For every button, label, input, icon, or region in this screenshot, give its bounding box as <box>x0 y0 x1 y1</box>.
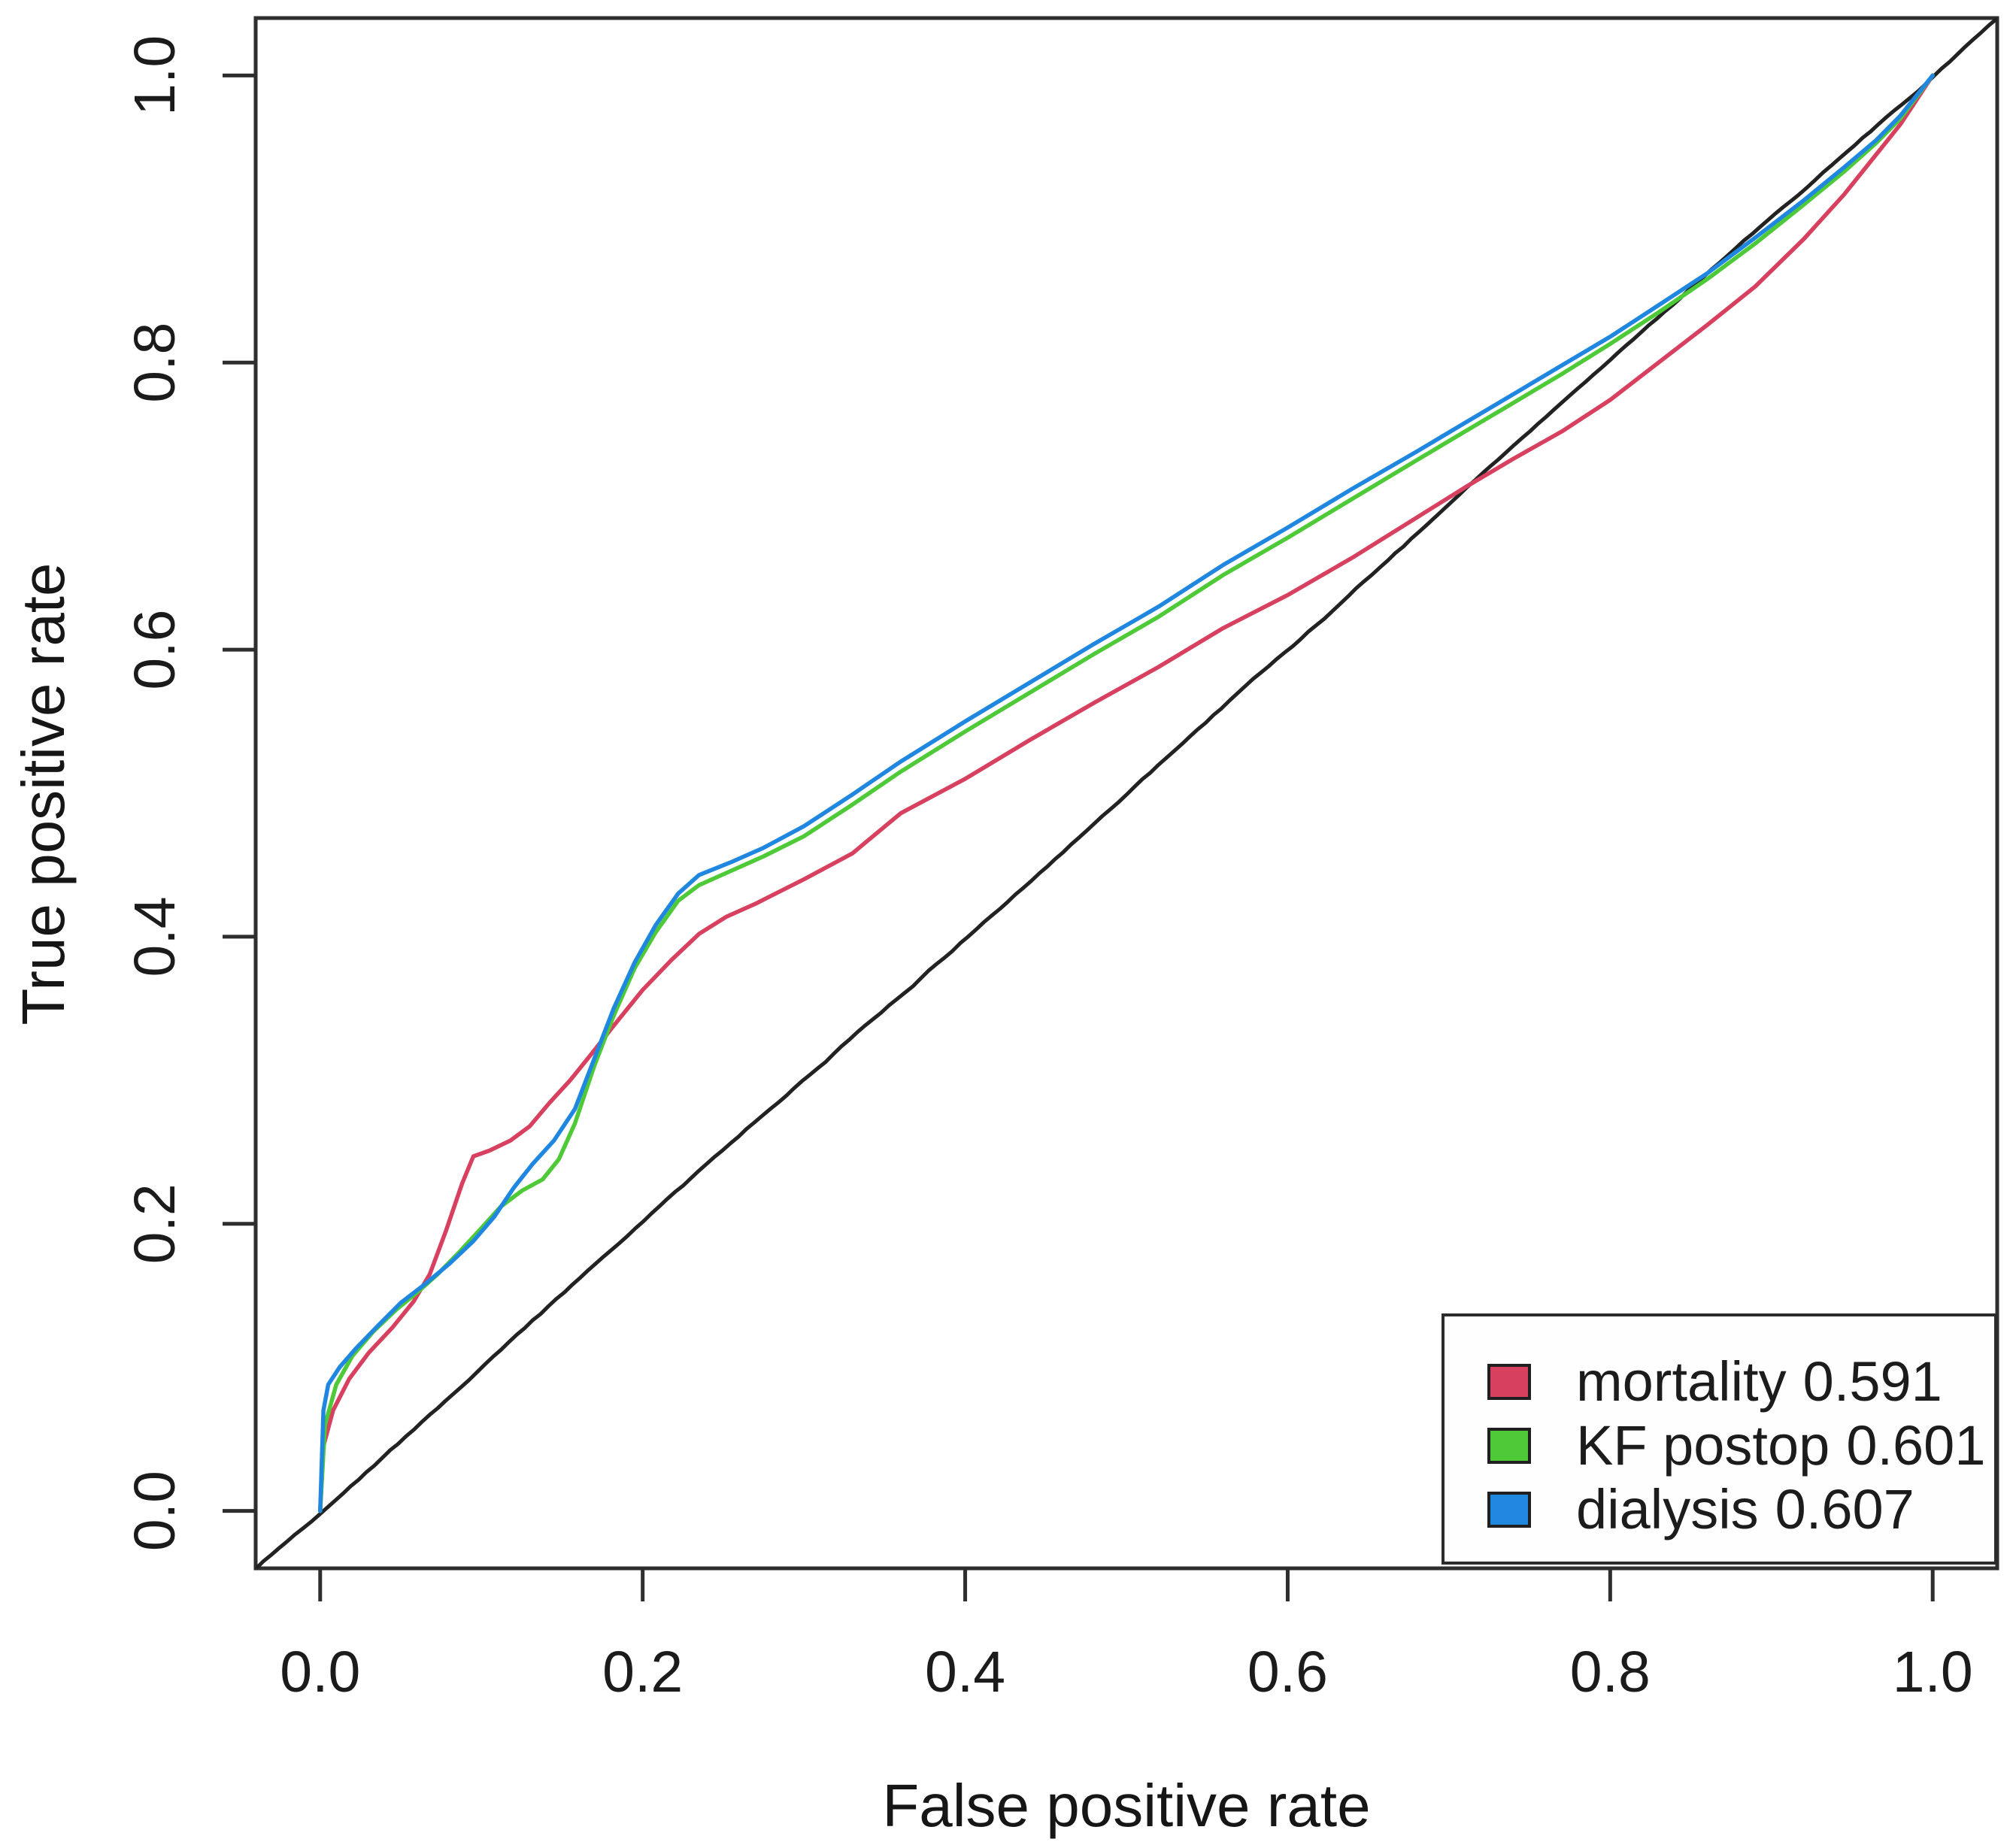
y-tick-label: 0.2 <box>123 1183 187 1264</box>
roc-curve-mortality <box>318 73 1935 1513</box>
legend-box: mortality 0.591 KF postop 0.601 dialysis 0.… <box>1442 1313 1997 1565</box>
legend-auc-mortality: 0.591 <box>1802 1350 1942 1413</box>
legend-label-mortality: mortality <box>1576 1350 1787 1413</box>
roc-curves <box>256 18 1997 1568</box>
x-axis-title: False positive rate <box>882 1772 1371 1839</box>
y-tick-label: 0.4 <box>123 896 187 977</box>
x-tick-label: 1.0 <box>1893 1640 1973 1704</box>
legend-swatch-dialysis-icon <box>1487 1491 1531 1528</box>
legend-item-dialysis: dialysis 0.607 <box>1445 1477 1994 1541</box>
y-axis-title: True positive rate <box>10 562 77 1026</box>
x-axis: 0.0 0.2 0.4 0.6 0.8 1.0 <box>280 1568 1973 1704</box>
y-tick-label: 0.8 <box>123 323 187 403</box>
legend-swatch-kf-postop-icon <box>1487 1427 1531 1464</box>
y-tick-label: 0.0 <box>123 1471 187 1551</box>
y-axis: 0.0 0.2 0.4 0.6 0.8 1.0 <box>123 35 256 1551</box>
legend-auc-dialysis: 0.607 <box>1775 1478 1914 1541</box>
plot-border <box>253 16 1999 1571</box>
y-tick-label: 1.0 <box>123 35 187 116</box>
x-tick-label: 0.4 <box>925 1640 1005 1704</box>
x-tick-label: 0.6 <box>1247 1640 1328 1704</box>
x-tick-label: 0.8 <box>1570 1640 1651 1704</box>
y-tick-label: 0.6 <box>123 610 187 690</box>
legend-item-mortality: mortality 0.591 <box>1445 1350 1994 1413</box>
legend-item-kf-postop: KF postop 0.601 <box>1445 1413 1994 1477</box>
x-tick-label: 0.0 <box>280 1640 360 1704</box>
x-tick-label: 0.2 <box>602 1640 683 1704</box>
legend-label-dialysis: dialysis <box>1576 1478 1759 1541</box>
roc-curve-dialysis <box>318 73 1935 1513</box>
legend-auc-kf-postop: 0.601 <box>1846 1414 1986 1477</box>
legend-swatch-mortality-icon <box>1487 1363 1531 1400</box>
legend-label-kf-postop: KF postop <box>1576 1414 1830 1477</box>
